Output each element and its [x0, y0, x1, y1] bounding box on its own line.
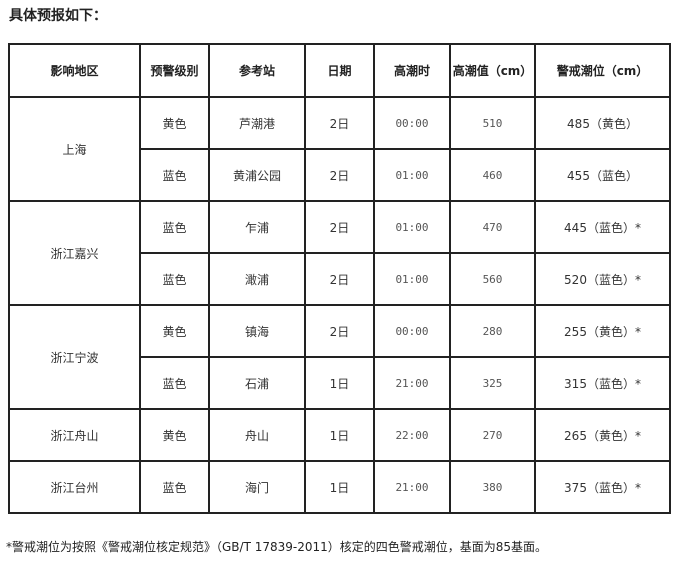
time-cell: 21:00	[373, 460, 451, 514]
value-cell: 470	[449, 200, 536, 254]
alert-cell: 375（蓝色）*	[534, 460, 671, 514]
station-cell: 澉浦	[208, 252, 306, 306]
date-cell: 2日	[304, 148, 375, 202]
alert-cell: 255（黄色）*	[534, 304, 671, 358]
header-station: 参考站	[208, 43, 306, 98]
level-cell: 蓝色	[139, 252, 210, 306]
value-cell: 380	[449, 460, 536, 514]
header-value: 高潮值（cm）	[449, 43, 536, 98]
value-cell: 270	[449, 408, 536, 462]
level-cell: 蓝色	[139, 356, 210, 410]
level-cell: 黄色	[139, 96, 210, 150]
value-cell: 510	[449, 96, 536, 150]
time-cell: 01:00	[373, 200, 451, 254]
header-level: 预警级别	[139, 43, 210, 98]
level-cell: 黄色	[139, 408, 210, 462]
table-row: 蓝色 澉浦 2日 01:00 560 520（蓝色）*	[9, 252, 671, 306]
header-region: 影响地区	[8, 43, 141, 98]
time-cell: 00:00	[373, 304, 451, 358]
region-cell: 浙江嘉兴	[8, 200, 141, 306]
region-cell: 上海	[8, 96, 141, 202]
alert-cell: 520（蓝色）*	[534, 252, 671, 306]
time-cell: 01:00	[373, 252, 451, 306]
value-cell: 560	[449, 252, 536, 306]
time-cell: 22:00	[373, 408, 451, 462]
header-row: 影响地区 预警级别 参考站 日期 高潮时 高潮值（cm） 警戒潮位（cm）	[8, 43, 671, 98]
alert-cell: 485（黄色）	[534, 96, 671, 150]
header-time: 高潮时	[373, 43, 451, 98]
station-cell: 黄浦公园	[208, 148, 306, 202]
footnote: *警戒潮位为按照《警戒潮位核定规范》（GB/T 17839-2011）核定的四色…	[6, 540, 548, 554]
alert-cell: 265（黄色）*	[534, 408, 671, 462]
header-alert: 警戒潮位（cm）	[534, 43, 671, 98]
table-row: 浙江嘉兴 蓝色 乍浦 2日 01:00 470 445（蓝色）*	[8, 200, 671, 306]
level-cell: 蓝色	[139, 460, 210, 514]
value-cell: 325	[449, 356, 536, 410]
table-row: 蓝色 黄浦公园 2日 01:00 460 455（蓝色）	[9, 148, 671, 202]
table-row: 浙江台州 蓝色 海门 1日 21:00 380 375（蓝色）*	[8, 460, 671, 514]
forecast-table: 影响地区 预警级别 参考站 日期 高潮时 高潮值（cm） 警戒潮位（cm） 上海…	[8, 43, 671, 514]
alert-cell: 455（蓝色）	[534, 148, 671, 202]
region-cell: 浙江舟山	[8, 408, 141, 462]
date-cell: 2日	[304, 252, 375, 306]
station-cell: 镇海	[208, 304, 306, 358]
table-row: 浙江舟山 黄色 舟山 1日 22:00 270 265（黄色）*	[8, 408, 671, 462]
table-row: 浙江宁波 黄色 镇海 2日 00:00 280 255（黄色）*	[8, 304, 671, 410]
station-cell: 海门	[208, 460, 306, 514]
table-row: 上海 黄色 芦潮港 2日 00:00 510 485（黄色）	[8, 96, 671, 202]
station-cell: 石浦	[208, 356, 306, 410]
date-cell: 1日	[304, 408, 375, 462]
station-cell: 乍浦	[208, 200, 306, 254]
station-cell: 舟山	[208, 408, 306, 462]
alert-cell: 445（蓝色）*	[534, 200, 671, 254]
date-cell: 1日	[304, 460, 375, 514]
table-row: 蓝色 石浦 1日 21:00 325 315（蓝色）*	[9, 356, 671, 410]
date-cell: 1日	[304, 356, 375, 410]
date-cell: 2日	[304, 96, 375, 150]
region-cell: 浙江宁波	[8, 304, 141, 410]
date-cell: 2日	[304, 200, 375, 254]
value-cell: 460	[449, 148, 536, 202]
level-cell: 黄色	[139, 304, 210, 358]
level-cell: 蓝色	[139, 148, 210, 202]
time-cell: 21:00	[373, 356, 451, 410]
header-date: 日期	[304, 43, 375, 98]
region-cell: 浙江台州	[8, 460, 141, 514]
value-cell: 280	[449, 304, 536, 358]
section-title: 具体预报如下：	[9, 8, 107, 24]
time-cell: 00:00	[373, 96, 451, 150]
date-cell: 2日	[304, 304, 375, 358]
alert-cell: 315（蓝色）*	[534, 356, 671, 410]
level-cell: 蓝色	[139, 200, 210, 254]
time-cell: 01:00	[373, 148, 451, 202]
station-cell: 芦潮港	[208, 96, 306, 150]
